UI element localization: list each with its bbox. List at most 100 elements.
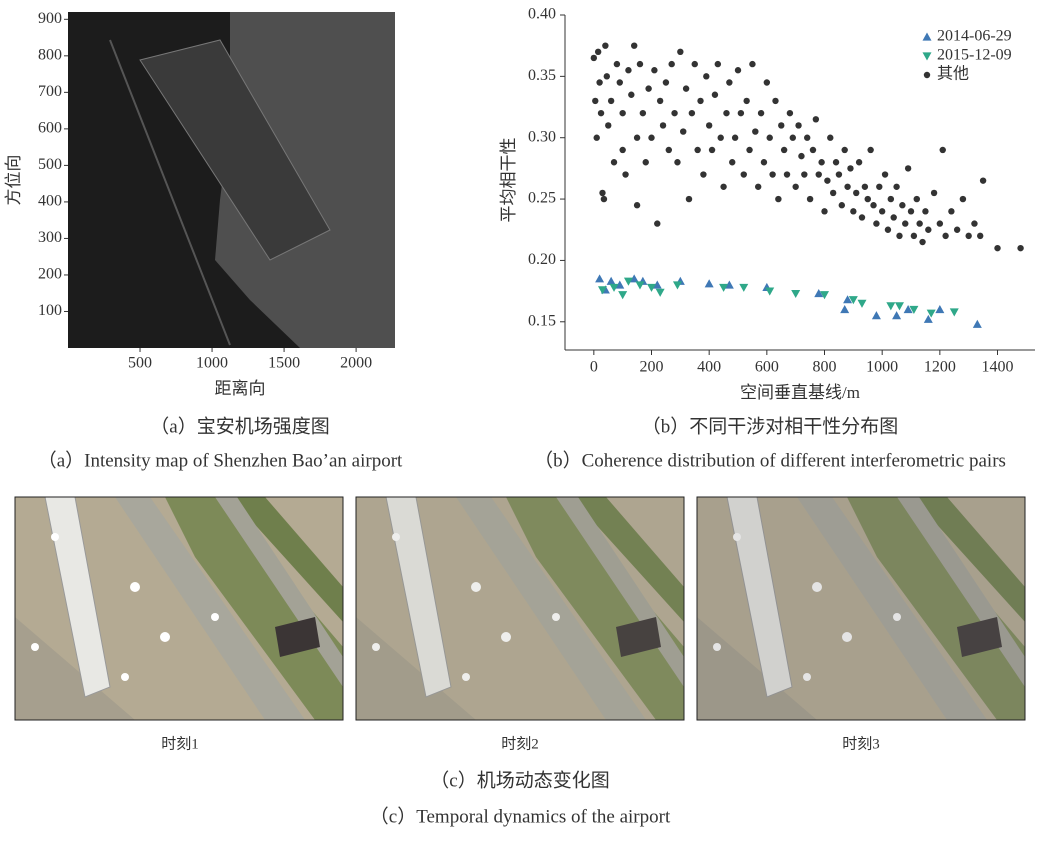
point — [781, 147, 787, 153]
point — [867, 147, 873, 153]
point — [922, 208, 928, 214]
x-tick-label: 1400 — [982, 359, 1014, 376]
point — [755, 184, 761, 190]
point — [775, 196, 781, 202]
point — [980, 177, 986, 183]
point — [605, 122, 611, 128]
point — [830, 190, 836, 196]
y-axis-label: 方位向 — [4, 155, 23, 206]
point — [686, 196, 692, 202]
point — [853, 190, 859, 196]
y-tick-label: 500 — [38, 156, 62, 173]
x-tick-label: 1200 — [924, 359, 956, 376]
figure: 时刻1 时刻2 时刻3 （c）机场动态变化图 （c）Temporal dynam… — [0, 0, 1043, 837]
point — [706, 122, 712, 128]
x-tick-label: 200 — [640, 359, 664, 376]
point — [977, 233, 983, 239]
point — [916, 220, 922, 226]
point — [844, 184, 850, 190]
point — [660, 122, 666, 128]
point — [700, 171, 706, 177]
point — [618, 291, 627, 299]
x-axis-label: 距离向 — [215, 379, 266, 398]
point — [798, 153, 804, 159]
point — [602, 42, 608, 48]
point — [893, 184, 899, 190]
point — [840, 305, 849, 313]
point — [857, 300, 866, 308]
point — [648, 135, 654, 141]
point — [824, 177, 830, 183]
point — [942, 233, 948, 239]
y-axis-label: 平均相干性 — [499, 138, 518, 223]
point — [954, 227, 960, 233]
y-tick-label: 400 — [38, 193, 62, 210]
caption: （b）不同干涉对相干性分布图 — [642, 415, 899, 437]
point — [634, 202, 640, 208]
point — [666, 147, 672, 153]
point — [735, 67, 741, 73]
y-tick-label: 100 — [38, 302, 62, 319]
point — [801, 171, 807, 177]
photo-3 — [697, 497, 1025, 720]
point — [827, 135, 833, 141]
point — [973, 320, 982, 328]
point — [601, 196, 607, 202]
point — [911, 233, 917, 239]
point — [839, 202, 845, 208]
point — [752, 128, 758, 134]
point — [791, 290, 800, 298]
point — [873, 220, 879, 226]
point — [764, 79, 770, 85]
point — [683, 85, 689, 91]
point — [739, 284, 748, 292]
point — [720, 184, 726, 190]
point — [790, 135, 796, 141]
photo-1 — [15, 497, 343, 720]
point — [885, 227, 891, 233]
point — [689, 110, 695, 116]
point — [654, 220, 660, 226]
point — [948, 208, 954, 214]
point — [914, 196, 920, 202]
legend-marker — [923, 52, 932, 60]
point — [635, 281, 644, 289]
y-tick-label: 0.30 — [528, 128, 556, 145]
point — [677, 49, 683, 55]
point — [749, 61, 755, 67]
point — [741, 171, 747, 177]
y-tick-label: 700 — [38, 83, 62, 100]
point — [792, 184, 798, 190]
legend-label: 2015-12-09 — [937, 47, 1012, 64]
point — [723, 110, 729, 116]
x-tick-label: 1500 — [268, 355, 300, 372]
photo-label: 时刻2 — [501, 735, 539, 752]
point — [758, 110, 764, 116]
legend-label: 2014-06-29 — [937, 28, 1012, 45]
point — [994, 245, 1000, 251]
point — [631, 42, 637, 48]
point — [617, 79, 623, 85]
point — [971, 220, 977, 226]
y-tick-label: 900 — [38, 10, 62, 27]
point — [656, 289, 665, 297]
point — [804, 135, 810, 141]
y-tick-label: 600 — [38, 120, 62, 137]
point — [850, 208, 856, 214]
point — [668, 61, 674, 67]
caption: （c）机场动态变化图 — [430, 769, 609, 791]
point — [634, 135, 640, 141]
point — [640, 110, 646, 116]
point — [813, 116, 819, 122]
point — [879, 208, 885, 214]
point — [925, 227, 931, 233]
point — [619, 147, 625, 153]
photo-label: 时刻3 — [842, 735, 880, 752]
point — [628, 92, 634, 98]
point — [611, 159, 617, 165]
point — [592, 98, 598, 104]
point — [899, 202, 905, 208]
x-tick-label: 1000 — [196, 355, 228, 372]
point — [645, 85, 651, 91]
point — [784, 171, 790, 177]
